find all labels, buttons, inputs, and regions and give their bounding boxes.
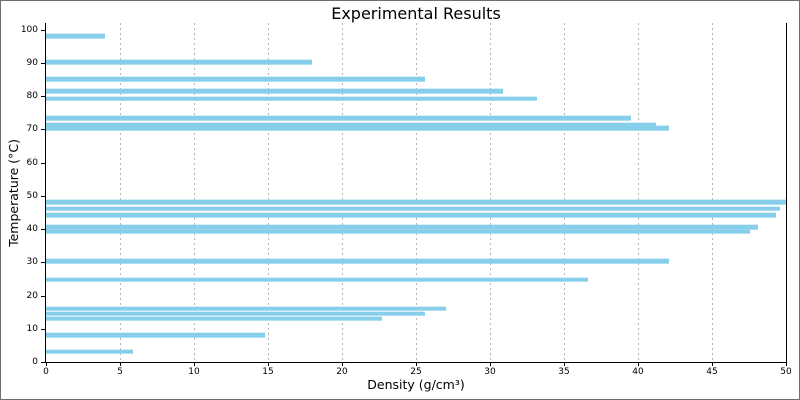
bar: [46, 224, 758, 230]
x-tick-25: [416, 362, 417, 366]
bar: [46, 316, 382, 322]
x-tick-label: 35: [558, 367, 570, 377]
x-tick-20: [342, 362, 343, 366]
bar: [46, 200, 786, 205]
y-tick-20: [41, 295, 46, 297]
gridline-x-5: [120, 23, 121, 362]
x-tick-label: 50: [780, 367, 792, 377]
x-tick-5: [120, 362, 121, 366]
y-tick-label: 10: [26, 323, 38, 334]
y-tick-label: 70: [26, 124, 38, 135]
bar: [46, 277, 588, 282]
y-tick-label: 90: [26, 57, 38, 68]
bar: [46, 126, 670, 131]
bar: [46, 96, 538, 102]
y-axis-label-text: Temperature (°C): [6, 138, 21, 247]
bar: [46, 213, 776, 218]
gridline-x-45: [712, 23, 713, 362]
y-tick-60: [41, 162, 46, 164]
y-tick-label: 80: [26, 91, 38, 102]
x-tick-label: 5: [117, 367, 123, 377]
y-tick-80: [41, 96, 46, 98]
x-tick-35: [564, 362, 565, 366]
x-tick-40: [638, 362, 639, 366]
gridline-x-30: [490, 23, 491, 362]
y-tick-label: 20: [26, 290, 38, 301]
x-tick-label: 40: [632, 367, 644, 377]
x-tick-50: [786, 362, 787, 366]
y-tick-40: [41, 229, 46, 231]
bar: [46, 311, 425, 317]
y-tick-label: 60: [26, 157, 38, 168]
bar: [46, 122, 656, 128]
bar: [46, 88, 504, 94]
y-tick-label: 100: [20, 24, 38, 35]
x-tick-label: 25: [410, 367, 422, 377]
y-tick-50: [41, 195, 46, 197]
x-tick-0: [46, 362, 47, 366]
gridline-x-10: [194, 23, 195, 362]
y-tick-label: 50: [26, 190, 38, 201]
bar: [46, 59, 313, 65]
y-tick-10: [41, 328, 46, 330]
x-axis-label: Density (g/cm³): [367, 377, 465, 392]
y-tick-30: [41, 262, 46, 264]
y-tick-0: [41, 362, 46, 363]
x-tick-15: [268, 362, 269, 366]
gridline-x-15: [268, 23, 269, 362]
gridline-x-25: [416, 23, 417, 362]
y-tick-70: [41, 129, 46, 131]
x-tick-30: [490, 362, 491, 366]
y-tick-label: 40: [26, 224, 38, 235]
x-tick-45: [712, 362, 713, 366]
bar: [46, 332, 266, 338]
bar: [46, 33, 106, 39]
x-tick-label: 30: [484, 367, 496, 377]
y-tick-label: 0: [32, 357, 38, 367]
bar: [46, 258, 670, 264]
bar: [46, 349, 134, 355]
bar: [46, 76, 425, 82]
gridline-x-20: [342, 23, 343, 362]
bar: [46, 206, 781, 212]
x-tick-label: 15: [262, 367, 274, 377]
x-tick-label: 45: [706, 367, 718, 377]
y-axis-label: Temperature (°C): [6, 23, 21, 362]
y-tick-90: [41, 62, 46, 64]
y-tick-100: [41, 29, 46, 31]
bar: [46, 115, 631, 121]
bar: [46, 306, 446, 312]
x-tick-label: 10: [188, 367, 200, 377]
gridline-x-35: [564, 23, 565, 362]
bar: [46, 229, 751, 235]
x-tick-label: 0: [43, 367, 49, 377]
x-tick-10: [194, 362, 195, 366]
gridline-x-40: [638, 23, 639, 362]
plot-area: 0 5 10 15 20 25 30 35 40 45 50 0 10 20 30 40 50 60 70 80 90 1…: [21, 23, 792, 377]
y-tick-label: 30: [26, 257, 38, 268]
chart-title: Experimental Results: [331, 4, 501, 23]
x-tick-label: 20: [336, 367, 348, 377]
